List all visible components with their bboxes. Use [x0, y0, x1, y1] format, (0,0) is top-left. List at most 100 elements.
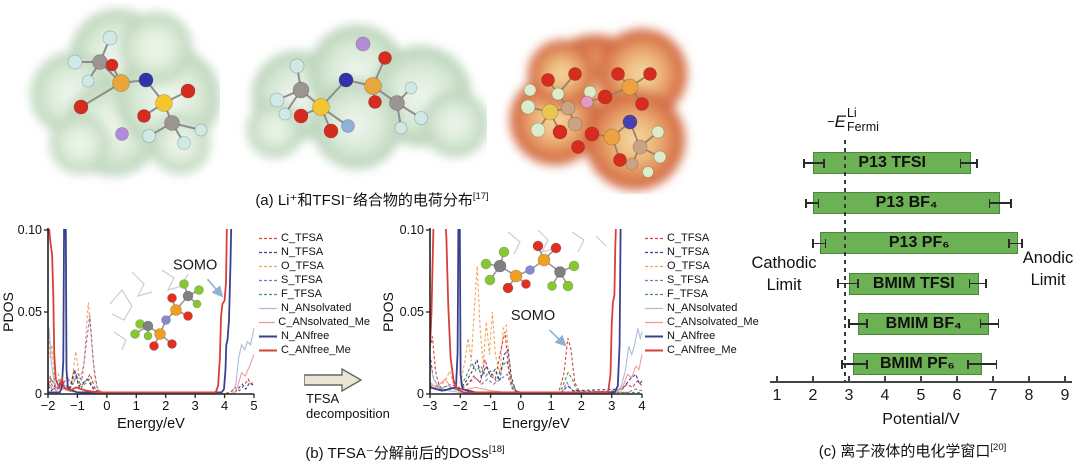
dos-x-tick-label: 1 [548, 398, 555, 413]
ew-error-bar [967, 363, 997, 365]
panel-b: −2 −1 0 1 2 3 4 5 0 0.05 0.10 Energy/eV PDOS SOMO C_T… [0, 222, 770, 466]
legend-line-sample [645, 265, 663, 268]
ew-axis-tick [992, 376, 994, 381]
series-C_ANfree_Me [430, 229, 617, 394]
ew-error-cap [866, 359, 868, 369]
ew-error-bar [813, 242, 826, 245]
legend-label: C_TFSA [281, 232, 324, 244]
somo-arrow-icon [549, 329, 567, 347]
dos-x-tick-label: −3 [423, 398, 438, 413]
legend-item-N_TFSA: N_TFSA [644, 246, 764, 259]
legend-label: O_TFSA [281, 259, 324, 272]
dos-x-tick-label: 4 [638, 398, 645, 413]
series-O_TFSA [48, 302, 254, 395]
legend-label: C_ANsolvated_Me [667, 315, 759, 328]
legend-line-sample [259, 321, 276, 323]
ew-bar-label: P13 TFSI [858, 154, 926, 171]
ew-error-cap [805, 198, 807, 208]
ew-error-cap [967, 359, 969, 369]
legend-item-O_TFSA: O_TFSA [258, 260, 370, 273]
fermi-sub: Fermi [846, 120, 879, 135]
dos-x-axis-label: Energy/eV [502, 416, 570, 432]
dos-series-group [430, 229, 643, 395]
ew-bar-label: BMIM BF₄ [885, 314, 962, 332]
atoms [520, 67, 667, 178]
fermi-minus: − [827, 114, 835, 129]
ew-error-cap [979, 319, 982, 329]
dos-x-tick-label: −1 [483, 398, 498, 413]
ew-error-cap [976, 158, 978, 168]
series-N_ANsolvated [430, 328, 643, 395]
panel-c-caption-ref: [20] [990, 442, 1007, 453]
panel-a-caption-text: (a) Li⁺和TFSI⁻络合物的电荷分布 [255, 192, 473, 209]
ew-error-cap [812, 238, 814, 248]
ew-axis-line [770, 381, 1072, 383]
dos-x-tick-label: 0 [103, 398, 110, 413]
legend-line-sample [645, 335, 663, 338]
legend-line-sample [259, 279, 277, 281]
ew-error-bar [1009, 242, 1022, 245]
panel-a: (a) Li⁺和TFSI⁻络合物的电荷分布[17] [0, 0, 740, 222]
lithium-atom [580, 95, 594, 109]
ew-error-cap [1008, 238, 1010, 248]
dos-plot-after-decomposition: −3 −2 −1 0 1 2 3 4 0 0.05 0.10 Energy/eV PDOS SOMO C_… [382, 224, 768, 436]
fermi-dashed-line [844, 140, 847, 381]
molecule-surface-complex-3 [510, 29, 687, 190]
legend-item-C_ANsolvated_Me: C_ANsolvated_Me [644, 316, 764, 329]
ew-error-cap [1021, 238, 1023, 248]
decomposition-arrow-icon [304, 368, 362, 392]
panel-b-caption-ref: [18] [488, 444, 505, 455]
legend-line-sample [259, 335, 277, 338]
ew-error-cap [968, 279, 971, 289]
ew-error-cap [803, 158, 805, 168]
legend-item-S_TFSA: S_TFSA [258, 274, 370, 287]
series-S_TFSA [430, 373, 643, 393]
molecule-surface-li-tfsi-2 [247, 25, 487, 169]
ew-error-bar [838, 282, 858, 285]
ew-bar-p13-pf₆: P13 PF₆ [820, 232, 1019, 255]
series-F_TFSA [430, 360, 642, 393]
legend-line-sample [645, 321, 663, 323]
legend-line-sample [645, 279, 663, 281]
panel-a-caption: (a) Li⁺和TFSI⁻络合物的电荷分布[17] [222, 189, 522, 210]
legend-label: S_TFSA [667, 273, 709, 286]
dos-svg: −2 −1 0 1 2 3 4 5 0 0.05 0.10 Energy/eV PDOS SOMO [2, 224, 258, 432]
ew-error-bar [804, 162, 824, 164]
series-O_TFSA [430, 266, 642, 395]
legend-label: N_TFSA [281, 245, 324, 258]
series-N_ANfree [430, 229, 622, 394]
ew-axis-tick [848, 376, 850, 381]
dos-x-tick-label: 0 [517, 398, 524, 413]
decomposition-arrow-label: TFSA decomposition [306, 391, 416, 422]
panel-a-caption-ref: [17] [472, 191, 489, 202]
ew-error-cap [1010, 198, 1012, 208]
legend-label: N_TFSA [667, 245, 710, 258]
molecule-surface-li-tfsi-1 [31, 9, 220, 176]
dos-legend-before: C_TFSA N_TFSA O_TFSA S_TFSA F_TFSA N_ANsolvat… [258, 232, 370, 357]
ew-error-cap [841, 359, 843, 369]
panel-c-caption: (c) 离子液体的电化学窗口[20] [745, 440, 1080, 461]
dos-legend-after: C_TFSA N_TFSA O_TFSA S_TFSA F_TFSA N_ANsolvat… [644, 232, 764, 357]
legend-label: C_ANsolvated_Me [278, 315, 370, 328]
dos-y-axis-label: PDOS [382, 292, 396, 332]
ew-error-bar [841, 363, 867, 365]
legend-line-sample [259, 237, 277, 240]
ew-error-cap [823, 158, 825, 168]
lithium-atom [355, 36, 371, 52]
dos-x-tick-label: 3 [192, 398, 199, 413]
dos-y-tick-label: 0.05 [400, 305, 424, 319]
ew-error-cap [995, 359, 998, 369]
dos-svg: −3 −2 −1 0 1 2 3 4 0 0.05 0.10 Energy/eV PDOS SOMO [382, 224, 646, 432]
ew-error-bar [969, 282, 986, 285]
dos-x-tick-label: 1 [133, 398, 140, 413]
ew-bar-label: P13 BF₄ [875, 194, 938, 212]
dos-x-tick-label: 2 [162, 398, 169, 413]
anodic-limit-label: Anodic Limit [1022, 249, 1074, 290]
legend-line-sample [259, 251, 277, 254]
legend-line-sample [259, 349, 277, 352]
molecule-inset-after [480, 229, 607, 294]
ew-bar-bmim-pf₆: BMIM PF₆ [852, 353, 983, 375]
dos-x-tick-label: −1 [70, 398, 85, 413]
ew-axis-tick [920, 376, 922, 381]
